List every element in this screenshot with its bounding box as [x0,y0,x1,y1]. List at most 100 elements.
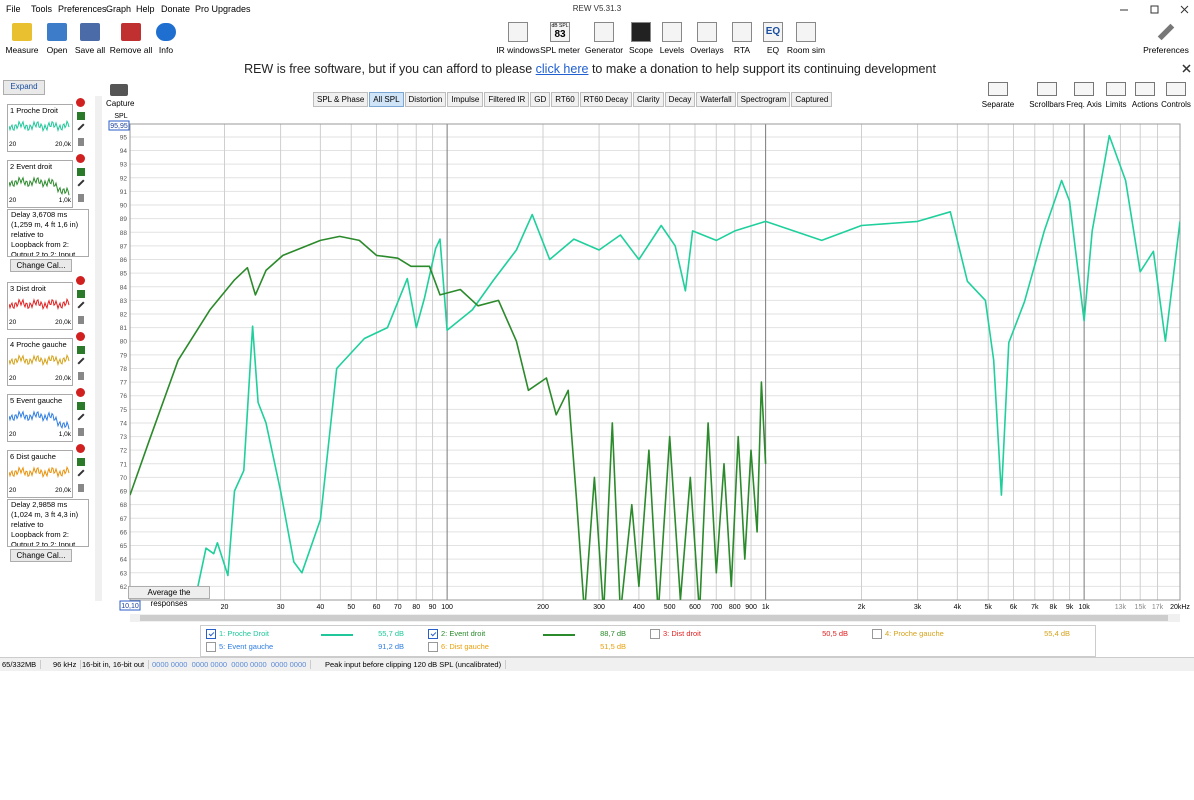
menu-item[interactable]: Donate [161,4,191,14]
tool-icon[interactable] [1135,82,1155,96]
legend-checkbox[interactable] [206,642,216,652]
toolbar-icon[interactable] [732,22,752,42]
toolbar-icon[interactable] [662,22,682,42]
legend-checkbox[interactable] [428,642,438,652]
toolbar-icon[interactable] [697,22,717,42]
remove-icon[interactable] [76,98,85,107]
remove-icon[interactable] [76,154,85,163]
menu-item[interactable]: Graph [106,4,132,14]
measurement-item[interactable]: 4 Proche gauche 20 20,0k [7,338,73,386]
info-icon[interactable] [78,428,84,436]
toolbar-label[interactable]: Levels [659,45,685,55]
toolbar-label[interactable]: Save all [74,45,106,55]
graph-tab[interactable]: SPL & Phase [313,92,369,107]
toolbar-icon[interactable] [508,22,528,42]
capture-icon[interactable] [110,84,128,96]
toolbar-label[interactable]: Generator [584,45,624,55]
average-button[interactable]: Average the responses [128,586,210,608]
left-limit-label[interactable]: 10,10 [121,603,139,610]
remove-icon[interactable] [76,276,85,285]
toolbar-label[interactable]: SPL meter [540,45,580,55]
graph-tab[interactable]: Distortion [404,92,447,107]
tool-icon[interactable] [1037,82,1057,96]
window-controls[interactable] [1115,2,1194,16]
info-icon[interactable] [78,138,84,146]
change-cal-button[interactable]: Change Cal... [10,259,72,272]
menu-item[interactable]: Help [136,4,155,14]
measurement-name[interactable]: 2 Event droit [10,162,53,171]
menu-item[interactable]: File [6,4,21,14]
left-limit-box[interactable] [119,600,141,611]
measurement-item[interactable]: 2 Event droit 20 1,0k [7,160,73,208]
measurement-item[interactable]: 3 Dist droit 20 20,0k [7,282,73,330]
toolbar-label[interactable]: Info [158,45,174,55]
toolbar-icon[interactable] [80,23,100,41]
tool-icon[interactable] [1106,82,1126,96]
graph-tab[interactable]: GD [530,92,551,107]
legend-label[interactable]: 2: Event droit [441,629,486,638]
graph-tab[interactable]: Clarity [633,92,664,107]
toolbar-icon[interactable] [796,22,816,42]
graph-tab[interactable]: Captured [791,92,833,107]
measurement-item[interactable]: 1 Proche Droit 20 20,0k [7,104,73,152]
toolbar-icon[interactable]: EQ [763,22,783,42]
measurement-name[interactable]: 1 Proche Droit [10,106,58,115]
top-limit-box[interactable] [108,120,130,131]
tool-icon[interactable] [1166,82,1186,96]
tool-icon[interactable] [988,82,1008,96]
toolbar-icon[interactable] [156,23,176,41]
donation-link[interactable]: click here [535,62,589,76]
info-icon[interactable] [78,316,84,324]
toolbar-label[interactable]: Preferences [1143,45,1189,55]
toolbar-icon[interactable] [121,23,141,41]
menu-item[interactable]: Tools [31,4,53,14]
tool-label[interactable]: Actions [1131,100,1159,109]
legend-label[interactable]: 5: Event gauche [219,642,274,651]
graph-tab[interactable]: RT60 Decay [579,92,632,107]
expand-button[interactable]: Expand [3,80,45,95]
banner-close[interactable] [1182,64,1192,74]
graph-tab[interactable]: Waterfall [696,92,736,107]
toolbar-icon[interactable] [631,22,651,42]
measurement-item[interactable]: 6 Dist gauche 20 20,0k [7,450,73,498]
graph-icon[interactable] [77,346,85,354]
legend-checkbox[interactable] [428,629,438,639]
measurement-name[interactable]: 3 Dist droit [10,284,46,293]
legend-label[interactable]: 4: Proche gauche [885,629,944,638]
graph-icon[interactable] [77,402,85,410]
menu-item[interactable]: Pro Upgrades [195,4,251,14]
toolbar-label[interactable]: Scope [628,45,654,55]
menu-item[interactable]: Preferences [58,4,107,14]
toolbar-icon[interactable] [12,23,32,41]
toolbar-label[interactable]: EQ [766,45,780,55]
x-scrollbar-thumb[interactable] [140,615,1168,621]
graph-tab[interactable]: All SPL [369,92,404,107]
tool-label[interactable]: Separate [981,100,1015,109]
tool-icon[interactable] [1074,82,1094,96]
toolbar-label[interactable]: Overlays [690,45,724,55]
toolbar-icon[interactable] [594,22,614,42]
capture-label[interactable]: Capture [106,99,135,108]
toolbar-label[interactable]: Remove all [109,45,153,55]
measurement-name[interactable]: 5 Event gauche [10,396,63,405]
graph-tab[interactable]: Spectrogram [736,92,791,107]
measurement-name[interactable]: 4 Proche gauche [10,340,67,349]
legend-checkbox[interactable] [872,629,882,639]
restore[interactable] [1150,5,1159,14]
change-cal-button[interactable]: Change Cal... [10,549,72,562]
graph-tab[interactable]: Impulse [447,92,484,107]
graph-tab[interactable]: RT60 [551,92,579,107]
measurement-item[interactable]: 5 Event gauche 20 1,0k [7,394,73,442]
legend-checkbox[interactable] [206,629,216,639]
tool-label[interactable]: Freq. Axis [1066,100,1102,109]
graph-icon[interactable] [77,290,85,298]
legend-label[interactable]: 6: Dist gauche [441,642,489,651]
tool-label[interactable]: Scrollbars [1029,100,1065,109]
remove-icon[interactable] [76,444,85,453]
info-icon[interactable] [78,484,84,492]
toolbar-icon[interactable]: dB SPL 83 [550,22,570,42]
measurement-name[interactable]: 6 Dist gauche [10,452,56,461]
graph-tab[interactable]: Decay [664,92,696,107]
info-icon[interactable] [78,372,84,380]
top-limit-label[interactable]: 95,95 [110,123,128,130]
